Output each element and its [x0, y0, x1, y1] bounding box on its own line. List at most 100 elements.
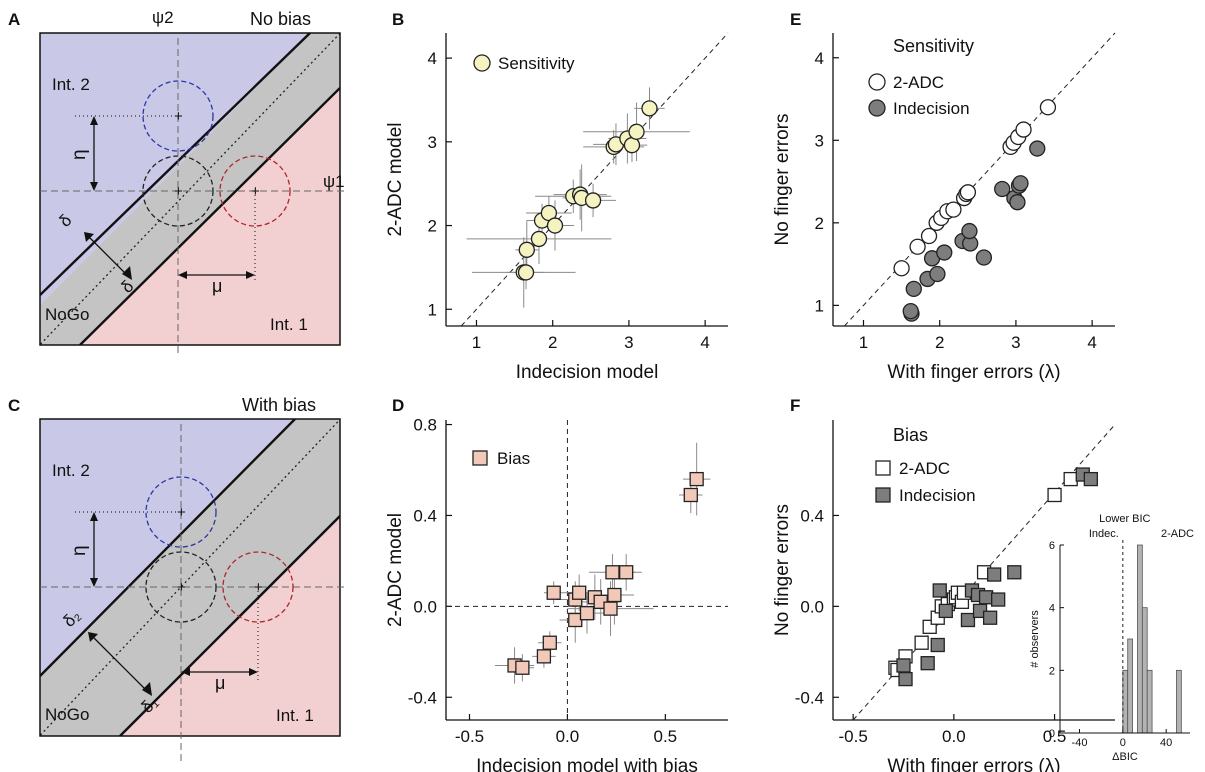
data-point [641, 100, 658, 117]
panel-label-c: C [8, 396, 20, 415]
region-label-int1: Int. 1 [270, 315, 308, 334]
data-point [605, 565, 620, 580]
y-axis-label: 2-ADC model [385, 122, 406, 236]
y-tick-label: 0.8 [413, 416, 437, 435]
y-tick-label: 1 [428, 300, 437, 319]
data-point [603, 601, 618, 616]
data-point [689, 471, 704, 487]
x-axis-label: Indecision model with bias [476, 756, 698, 772]
panel-label-f: F [790, 396, 800, 415]
y-axis-label: No finger errors [772, 504, 793, 636]
diagonal-dotted [40, 33, 340, 345]
circle-int1 [219, 155, 291, 227]
panel-label-d: D [392, 396, 404, 415]
data-point [1063, 471, 1078, 487]
circle-center [142, 155, 214, 227]
boundary-lower [119, 515, 340, 736]
y-tick-label: 0.0 [800, 597, 824, 616]
data-point [517, 264, 535, 281]
data-point [986, 567, 1002, 582]
axis-label-psi2: ψ2 [152, 8, 174, 27]
data-point [960, 612, 976, 628]
schematic-with-bias: + + + With bias Int. 2 Int. 1 NoGo η μ δ… [39, 395, 345, 762]
histogram-bar [1127, 638, 1133, 734]
panel-label-e: E [790, 10, 801, 29]
data-point [536, 649, 552, 664]
inset-x-tick-label: 40 [1160, 737, 1172, 749]
data-point [546, 217, 564, 234]
x-axis-label: With finger errors (λ) [887, 362, 1060, 383]
schematic-frame [39, 32, 341, 346]
y-tick-label: 3 [815, 131, 824, 150]
inset-histogram: -40 0 40 0 2 4 6 ΔBIC # observers Lower BIC Indec.… [1029, 513, 1194, 763]
y-tick-label: 4 [428, 49, 437, 68]
data-point [920, 227, 938, 245]
chart-d-bias-comparison: -0.5 0.0 0.5 -0.4 0.0 0.4 0.8 Indecision model … [385, 416, 728, 772]
chart-b-indecision-vs-2adc: 1 2 3 4 1 2 3 4 Indecision model 2-ADC model Sensi… [385, 32, 729, 383]
circle-center [145, 551, 217, 623]
data-point [936, 244, 953, 261]
legend-label: Sensitivity [498, 54, 575, 73]
legend-marker [473, 54, 491, 72]
legend-label: 2-ADC [899, 459, 950, 478]
axis-label-psi1: ψ1 [323, 172, 345, 191]
data-point [1029, 140, 1046, 157]
schematic-frame [39, 418, 341, 737]
x-tick-label: 2 [935, 333, 944, 352]
data-point [932, 583, 947, 598]
legend-label: Indecision [899, 486, 976, 505]
data-point [929, 265, 946, 283]
circle-int2 [145, 476, 217, 548]
inset-x-label: ΔBIC [1112, 751, 1138, 763]
region-label-int2: Int. 2 [52, 75, 90, 94]
svg-text:+: + [174, 183, 183, 200]
data-point [893, 260, 910, 277]
data-point [896, 658, 911, 673]
svg-text:+: + [177, 504, 186, 521]
y-tick-label: -0.4 [408, 688, 437, 707]
data-point [930, 637, 945, 653]
inset-x-tick-label: 0 [1120, 737, 1126, 749]
inset-annotation-2adc: 2-ADC [1161, 528, 1194, 540]
data-point [1012, 175, 1029, 192]
schematic-title: With bias [242, 395, 316, 415]
inset-annotation-lower-bic: Lower BIC [1099, 513, 1150, 525]
region-label-int2: Int. 2 [52, 461, 90, 480]
x-tick-label: -0.5 [838, 727, 867, 746]
data-point [902, 302, 919, 320]
data-point [1083, 471, 1098, 487]
y-axis-label: 2-ADC model [385, 513, 406, 627]
data-point [905, 280, 922, 298]
data-point [978, 590, 994, 605]
panel-label-b: B [392, 10, 404, 29]
x-tick-label: -0.5 [455, 727, 484, 746]
inset-y-tick-label: 2 [1049, 665, 1055, 677]
x-tick-label: 4 [700, 333, 709, 352]
identity-line [460, 32, 729, 327]
data-point [584, 192, 602, 209]
region-label-nogo: NoGo [45, 705, 89, 724]
y-tick-label: 0.4 [800, 506, 824, 525]
data-point [938, 603, 953, 619]
y-tick-label: 4 [815, 49, 824, 68]
region-label-nogo: NoGo [45, 305, 89, 324]
x-axis-label: With finger errors (λ) [887, 756, 1060, 772]
data-point [991, 592, 1006, 607]
circle-int1 [222, 551, 294, 623]
label-eta: η [69, 149, 90, 160]
label-mu: μ [212, 276, 222, 296]
data-point [628, 123, 645, 140]
inset-y-tick-label: 4 [1049, 603, 1055, 615]
legend-marker [868, 99, 886, 117]
data-point [914, 635, 929, 650]
legend-marker [875, 487, 891, 503]
histogram-bar [1141, 607, 1148, 734]
data-point [542, 635, 557, 650]
chart-e-sensitivity-finger-errors: 1 2 3 4 1 2 3 4 With finger errors (λ) No finger … [772, 32, 1116, 383]
label-mu: μ [215, 673, 225, 693]
legend-marker [472, 450, 488, 466]
data-point [1007, 565, 1022, 580]
boundary-lower [79, 87, 340, 345]
x-tick-label: 1 [472, 333, 481, 352]
